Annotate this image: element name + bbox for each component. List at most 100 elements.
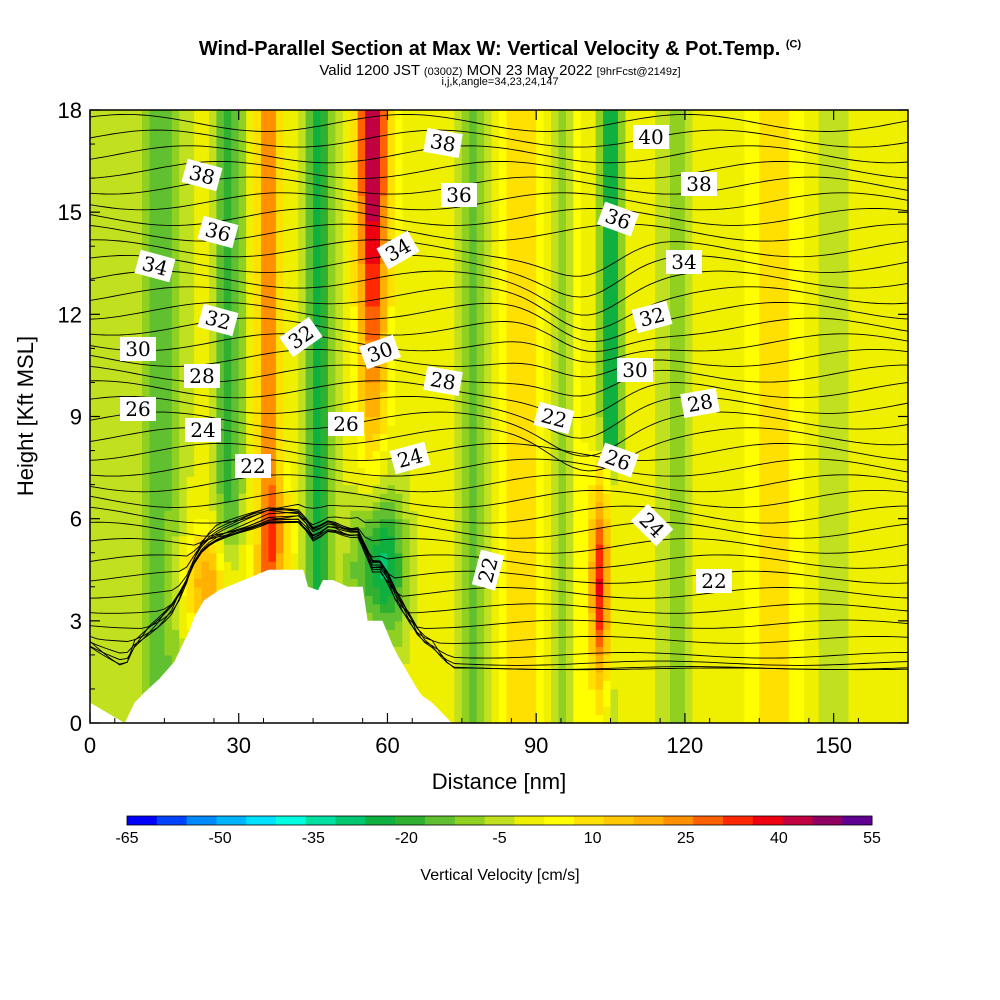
w-cell <box>446 271 455 281</box>
w-cell <box>521 186 530 196</box>
w-cell <box>588 390 597 401</box>
w-cell <box>506 382 515 392</box>
w-cell <box>454 646 463 656</box>
w-cell <box>238 297 247 307</box>
w-cell <box>446 425 455 435</box>
w-cell <box>275 356 284 367</box>
w-cell <box>521 629 530 639</box>
w-cell <box>290 152 299 162</box>
w-cell <box>134 561 143 571</box>
w-cell <box>454 654 463 664</box>
w-cell <box>127 118 136 128</box>
w-cell <box>335 305 344 315</box>
w-cell <box>179 161 188 171</box>
w-cell <box>588 339 597 349</box>
w-cell <box>573 110 582 120</box>
w-cell <box>551 373 560 384</box>
w-cell <box>275 331 284 341</box>
w-cell <box>484 654 493 664</box>
w-cell <box>335 382 344 392</box>
w-cell <box>104 603 113 613</box>
w-cell <box>238 561 247 571</box>
w-cell <box>424 271 433 281</box>
w-cell <box>491 399 500 409</box>
w-cell <box>446 663 455 673</box>
w-cell <box>424 552 433 562</box>
w-cell <box>283 127 292 137</box>
w-cell <box>454 271 463 281</box>
w-cell <box>305 263 314 273</box>
w-cell <box>231 203 240 213</box>
w-cell <box>208 348 218 358</box>
w-cell <box>528 356 537 367</box>
w-cell <box>536 586 545 596</box>
w-cell <box>469 118 478 128</box>
w-cell <box>268 552 277 562</box>
w-cell <box>127 476 136 486</box>
w-cell <box>476 263 485 273</box>
w-cell <box>558 297 567 307</box>
w-cell <box>394 178 403 188</box>
w-cell <box>491 629 500 639</box>
w-cell <box>476 680 485 690</box>
w-cell <box>424 671 433 682</box>
w-cell <box>223 561 232 571</box>
w-cell <box>521 152 530 162</box>
w-cell <box>536 501 545 511</box>
w-cell <box>290 467 299 477</box>
w-cell <box>357 510 366 520</box>
w-cell <box>424 203 433 213</box>
w-cell <box>142 518 151 528</box>
w-cell <box>342 127 351 137</box>
w-cell <box>223 501 232 511</box>
w-cell <box>208 127 218 137</box>
w-cell <box>327 220 336 230</box>
w-cell <box>513 484 522 494</box>
w-cell <box>216 467 225 477</box>
w-cell <box>201 118 210 128</box>
w-cell <box>253 331 262 341</box>
w-cell <box>595 195 604 205</box>
w-cell <box>335 161 344 171</box>
w-cell <box>231 510 240 520</box>
w-cell <box>327 195 336 205</box>
w-cell <box>573 229 582 239</box>
w-cell <box>409 178 418 188</box>
w-cell <box>558 646 567 656</box>
w-cell <box>521 501 530 511</box>
w-cell <box>268 356 277 367</box>
w-cell <box>565 144 574 154</box>
w-cell <box>573 578 582 588</box>
w-cell <box>380 161 389 171</box>
w-cell <box>201 263 210 273</box>
w-cell <box>112 178 121 188</box>
w-cell <box>112 433 121 443</box>
w-cell <box>551 705 560 716</box>
w-cell <box>149 467 158 477</box>
w-cell <box>156 390 165 401</box>
w-cell <box>90 203 99 213</box>
w-cell <box>476 118 485 128</box>
w-cell <box>335 510 344 520</box>
w-cell <box>268 407 277 418</box>
w-cell <box>357 356 366 367</box>
w-cell <box>536 314 545 324</box>
w-cell <box>461 484 470 494</box>
w-cell <box>335 373 344 384</box>
w-cell <box>268 510 277 520</box>
w-cell <box>171 127 180 137</box>
w-cell <box>238 569 247 579</box>
w-cell <box>536 348 545 358</box>
w-cell <box>409 561 418 571</box>
w-cell <box>149 671 158 682</box>
w-cell <box>298 416 307 426</box>
w-cell <box>521 110 530 120</box>
w-cell <box>461 450 470 460</box>
w-cell <box>119 365 128 375</box>
w-cell <box>387 356 396 367</box>
w-cell <box>201 254 210 264</box>
w-cell <box>565 688 574 699</box>
w-cell <box>402 527 411 537</box>
w-cell <box>142 459 151 469</box>
w-cell <box>506 629 515 639</box>
